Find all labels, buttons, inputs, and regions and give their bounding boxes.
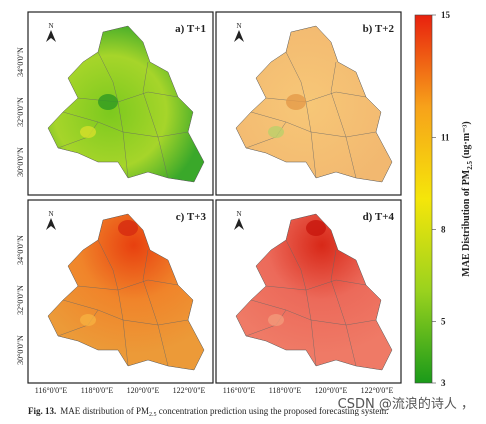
north-arrow: [46, 218, 56, 230]
colorbar-tick-label: 11: [441, 133, 450, 143]
hotspot: [118, 220, 138, 236]
hotspot: [286, 94, 306, 110]
hotspot: [98, 94, 118, 110]
hotspot: [80, 314, 96, 326]
north-label: N: [236, 210, 241, 218]
latitude-label: 34°0'0"N: [16, 47, 25, 77]
longitude-label: 116°0'0"E: [35, 386, 68, 395]
panel-label: d) T+4: [363, 211, 395, 223]
north-label: N: [236, 22, 241, 30]
watermark: CSDN @流浪的诗人 ，: [338, 396, 474, 412]
panel-label: c) T+3: [176, 211, 207, 223]
longitude-label: 116°0'0"E: [223, 386, 256, 395]
latitude-label: 32°0'0"N: [16, 285, 25, 315]
north-arrow: [234, 30, 244, 42]
longitude-label: 122°0'0"E: [361, 386, 394, 395]
longitude-label: 120°0'0"E: [127, 386, 160, 395]
panel-label: a) T+1: [175, 23, 206, 35]
hotspot: [80, 126, 96, 138]
latitude-label: 32°0'0"N: [16, 97, 25, 127]
longitude-label: 118°0'0"E: [81, 386, 114, 395]
county-borders: [245, 239, 377, 367]
north-label: N: [48, 210, 53, 218]
panel-label: b) T+2: [363, 23, 395, 35]
hotspot: [306, 220, 326, 236]
caption: Fig. 13. MAE distribution of PM2.5 concen…: [28, 406, 388, 418]
north-label: N: [48, 22, 53, 30]
colorbar-title: MAE Distribution of PM2.5 (ug·m⁻³): [461, 121, 474, 276]
latitude-label: 34°0'0"N: [16, 235, 25, 265]
north-arrow: [46, 30, 56, 42]
hotspot: [268, 314, 284, 326]
longitude-label: 122°0'0"E: [173, 386, 206, 395]
colorbar-tick-label: 15: [441, 10, 451, 20]
latitude-label: 30°0'0"N: [16, 147, 25, 177]
colorbar-tick-label: 3: [441, 378, 446, 388]
longitude-label: 120°0'0"E: [315, 386, 348, 395]
longitude-label: 118°0'0"E: [269, 386, 302, 395]
latitude-label: 30°0'0"N: [16, 335, 25, 365]
colorbar: [414, 14, 433, 384]
colorbar-tick-label: 8: [441, 225, 446, 235]
county-borders: [57, 239, 189, 367]
colorbar-tick-label: 5: [441, 317, 446, 327]
north-arrow: [234, 218, 244, 230]
hotspot: [268, 126, 284, 138]
